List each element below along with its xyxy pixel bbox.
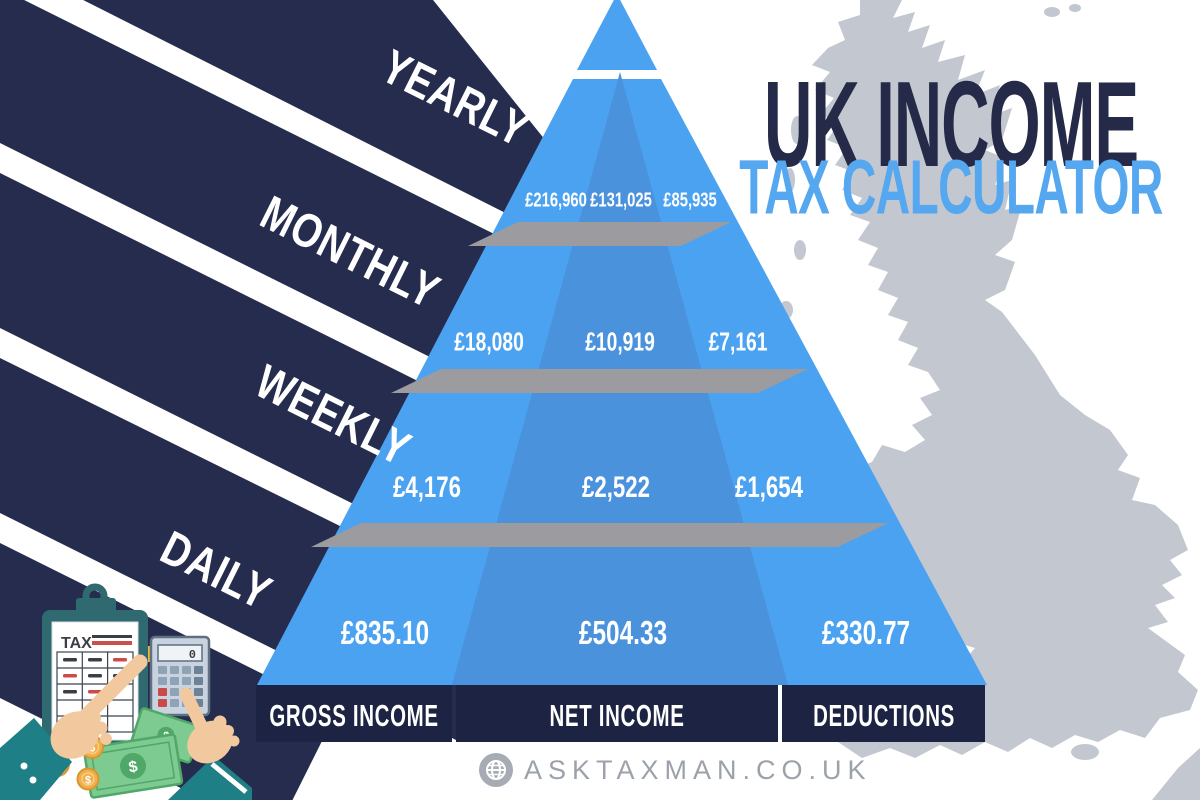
tier-separator-2	[391, 369, 808, 393]
legend-deductions-label: DEDUCTIONS	[813, 698, 955, 733]
page-subtitle: TAX CALCULATOR	[739, 144, 1163, 231]
tier-separator-1	[468, 222, 731, 246]
page-title: UK INCOME	[763, 56, 1139, 192]
left-hand-icon	[0, 654, 148, 800]
monthly-gross-value: £18,080	[454, 326, 524, 357]
money-bills-icon: $ $	[82, 707, 202, 799]
globe-icon	[479, 753, 513, 787]
daily-gross-value: £835.10	[340, 614, 430, 651]
svg-text:$: $	[128, 758, 140, 776]
daily-net-value: £504.33	[578, 614, 668, 651]
svg-text:$: $	[85, 775, 91, 787]
legend-gross-label: GROSS INCOME	[269, 698, 439, 733]
legend-net-segment	[456, 685, 778, 742]
right-hand-icon	[168, 687, 252, 800]
yearly-net-value: £131,025	[590, 189, 652, 212]
weekly-net-value: £2,522	[582, 471, 650, 504]
daily-deductions-value: £330.77	[821, 614, 911, 651]
legend-deductions-segment	[782, 685, 985, 742]
ribbon-yearly	[83, 0, 670, 296]
calculator-icon: 0	[149, 635, 211, 717]
weekly-deductions-value: £1,654	[735, 471, 803, 504]
monthly-deductions-value: £7,161	[708, 326, 768, 357]
yearly-deductions-value: £85,935	[663, 189, 717, 212]
legend-bar	[256, 685, 985, 742]
footer-site-url: ASKTAXMAN.CO.UK	[524, 754, 872, 785]
monthly-net-value: £10,919	[585, 326, 655, 357]
legend-net-label: NET INCOME	[549, 698, 685, 733]
pyramid-cap	[577, 0, 657, 70]
tier-separator-3	[311, 523, 888, 547]
footer: ASKTAXMAN.CO.UK	[478, 752, 872, 788]
tax-illustration: 0 TAX	[0, 583, 252, 800]
legend-gross-segment	[256, 685, 452, 742]
pyramid-chart	[257, 0, 987, 685]
tax-document-label: TAX	[61, 635, 92, 652]
calculator-display: 0	[189, 648, 196, 662]
weekly-gross-value: £4,176	[393, 471, 461, 504]
yearly-gross-value: £216,960	[525, 189, 587, 212]
